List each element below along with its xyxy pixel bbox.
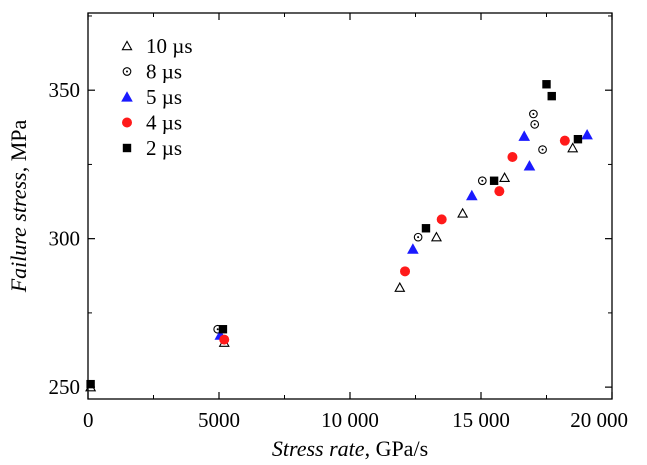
legend-label: 10 µs [146, 34, 193, 58]
data-point [523, 160, 536, 171]
data-point [567, 142, 579, 153]
marker-dot [126, 70, 128, 73]
data-point [529, 109, 538, 119]
axis-tick-labels: 0 5000 10 000 15 000 20 000 250 300 350 [49, 78, 629, 432]
y-tick-label: 350 [49, 78, 81, 102]
data-point [573, 134, 583, 144]
legend-label: 5 µs [146, 85, 182, 109]
legend-item: 10 µs [121, 34, 193, 58]
marker-dot [541, 148, 544, 151]
marker-ring [538, 145, 547, 154]
marker-dot [481, 179, 484, 182]
data-point [219, 334, 230, 345]
y-axis-title-unit: , MPa [6, 119, 31, 172]
marker-ring [477, 176, 487, 186]
legend-marker [122, 117, 132, 128]
marker-dot [417, 236, 420, 239]
data-point [547, 91, 556, 101]
data-point [581, 128, 593, 140]
series-2 [214, 128, 593, 340]
legend-label: 8 µs [146, 60, 182, 84]
x-tick-label: 10 000 [321, 408, 379, 432]
data-point [530, 119, 540, 129]
legend-item: 2 µs [122, 136, 182, 160]
x-axis-title-italic: Stress rate [272, 436, 365, 461]
data-point [86, 379, 95, 389]
data-point [400, 266, 411, 277]
marker-dot [532, 112, 535, 115]
legend-item: 5 µs [121, 85, 182, 109]
data-points [85, 80, 593, 392]
legend: 10 µs8 µs5 µs4 µs2 µs [121, 34, 193, 160]
legend-label: 2 µs [146, 136, 182, 160]
series-3 [219, 135, 570, 345]
legend-label: 4 µs [146, 111, 182, 135]
legend-marker [122, 143, 132, 153]
series-4 [86, 80, 583, 389]
marker-ring [530, 119, 540, 129]
x-tick-label: 0 [83, 408, 94, 432]
y-tick-label: 250 [49, 375, 81, 399]
data-point [407, 243, 419, 254]
data-point [477, 176, 487, 186]
data-point [413, 232, 423, 242]
data-point [466, 189, 478, 201]
legend-marker [121, 40, 133, 51]
data-point [507, 152, 518, 163]
data-point [436, 214, 447, 225]
series-1 [213, 109, 547, 334]
legend-item: 8 µs [122, 60, 182, 84]
y-axis-title: Failure stress, MPa [6, 119, 31, 293]
data-point [421, 224, 431, 233]
data-point [542, 80, 551, 89]
data-point [457, 207, 469, 218]
legend-marker [122, 67, 132, 76]
legend-item: 4 µs [122, 111, 182, 135]
data-point [494, 186, 505, 197]
x-tick-label: 20 000 [570, 408, 628, 432]
data-point [430, 231, 442, 242]
x-tick-label: 15 000 [452, 408, 510, 432]
data-point [538, 145, 547, 154]
data-point [218, 325, 228, 334]
marker-dot [216, 328, 219, 331]
y-tick-label: 300 [49, 227, 81, 251]
data-point [394, 281, 406, 292]
axis-ticks [87, 13, 613, 399]
data-point [499, 172, 511, 183]
legend-marker [121, 91, 133, 102]
x-tick-label: 5000 [198, 408, 240, 432]
x-axis-title-unit: , GPa/s [365, 436, 429, 461]
marker-dot [533, 123, 536, 126]
x-axis-title: Stress rate, GPa/s [272, 436, 428, 461]
marker-ring [413, 232, 423, 242]
data-point [518, 130, 531, 141]
series-0 [85, 142, 579, 392]
y-axis-title-italic: Failure stress [6, 172, 31, 293]
marker-ring [529, 109, 538, 119]
marker-ring [122, 67, 132, 76]
data-point [559, 135, 570, 146]
data-point [489, 176, 499, 185]
